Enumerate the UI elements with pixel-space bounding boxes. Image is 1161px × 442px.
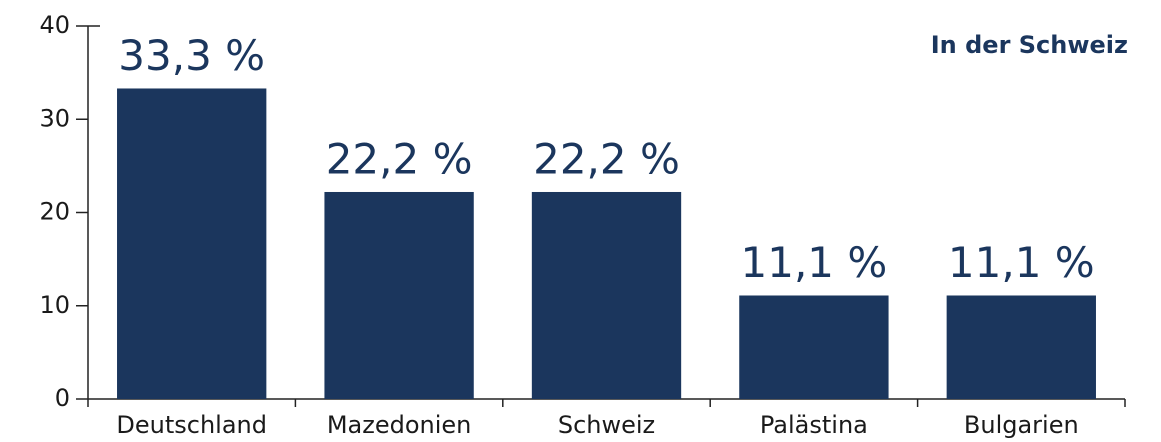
bar	[946, 295, 1096, 399]
x-tick-label: Deutschland	[116, 411, 267, 439]
x-tick-label: Bulgarien	[964, 411, 1079, 439]
y-tick-label: 20	[39, 198, 70, 226]
bar	[531, 191, 682, 399]
y-tick-label: 10	[39, 291, 70, 319]
value-label: 33,3 %	[118, 31, 265, 80]
y-tick-label: 0	[55, 384, 70, 412]
value-label: 22,2 %	[326, 134, 473, 183]
x-tick-label: Palästina	[760, 411, 868, 439]
bar	[117, 88, 267, 399]
value-label: 22,2 %	[533, 134, 680, 183]
y-tick-label: 40	[39, 11, 70, 39]
value-label: 11,1 %	[948, 238, 1095, 287]
bar	[324, 191, 474, 399]
bar	[739, 295, 889, 399]
y-tick-label: 30	[39, 104, 70, 132]
annotation: In der Schweiz	[931, 31, 1128, 59]
value-label: 11,1 %	[741, 238, 888, 287]
x-tick-label: Schweiz	[558, 411, 655, 439]
x-tick-label: Mazedonien	[327, 411, 472, 439]
